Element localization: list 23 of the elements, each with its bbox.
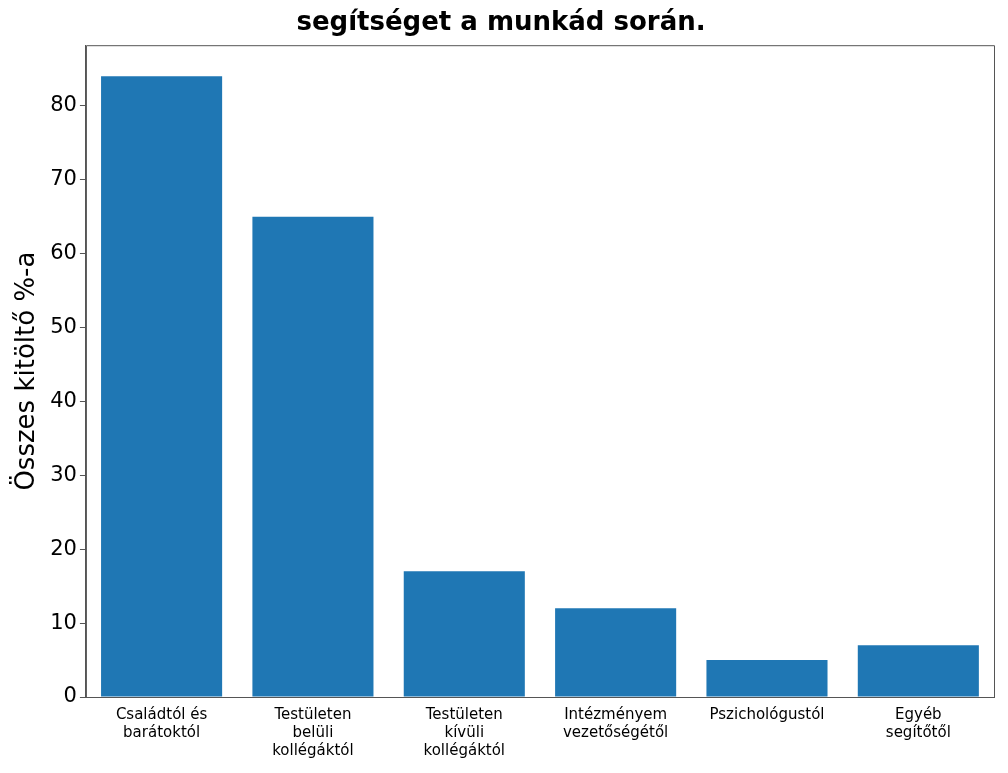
bar bbox=[555, 608, 677, 697]
x-tick-label: Testületen belüli kollégáktól bbox=[272, 704, 354, 759]
chart-title: segítséget a munkád során. bbox=[296, 6, 706, 37]
bar bbox=[101, 76, 223, 697]
y-tick-label: 20 bbox=[50, 535, 77, 560]
x-tick-label: Családtól és barátoktól bbox=[115, 704, 208, 741]
y-tick-label: 30 bbox=[50, 461, 77, 486]
y-tick-label: 50 bbox=[50, 313, 77, 338]
y-axis-title: Összes kitöltő %-a bbox=[9, 251, 41, 491]
y-tick-label: 80 bbox=[50, 92, 77, 117]
bar bbox=[857, 645, 979, 697]
x-tick-label: Egyéb segítőtől bbox=[885, 704, 951, 741]
x-tick-label: Pszichológustól bbox=[709, 704, 825, 723]
x-tick-label: Testületen kívüli kollégáktól bbox=[423, 704, 506, 759]
x-tick-label: Intézményem vezetőségétől bbox=[562, 704, 669, 741]
y-tick-label: 40 bbox=[50, 387, 77, 412]
y-tick-label: 10 bbox=[50, 609, 77, 634]
y-tick-label: 70 bbox=[50, 166, 77, 191]
y-tick-label: 60 bbox=[50, 240, 77, 265]
bar bbox=[403, 571, 525, 697]
bar bbox=[706, 660, 828, 697]
bar bbox=[252, 216, 374, 697]
y-tick-label: 0 bbox=[63, 683, 77, 708]
